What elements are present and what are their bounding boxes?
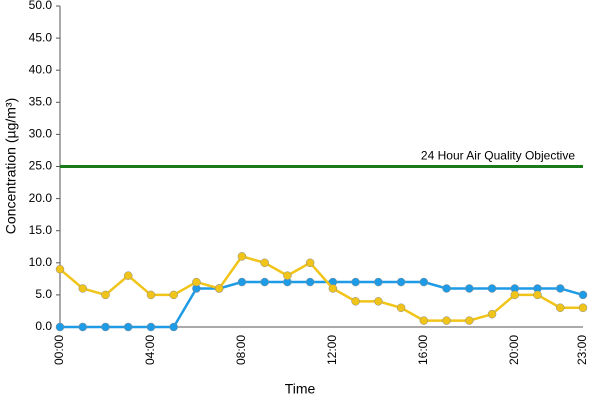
data-point (169, 290, 178, 300)
data-point (556, 284, 565, 293)
data-point (419, 316, 429, 325)
data-point (283, 271, 292, 280)
data-point (487, 284, 497, 293)
data-point (101, 290, 110, 300)
x-tick-label: 12:00 (325, 335, 339, 365)
data-point (578, 290, 588, 300)
x-tick-label: 16:00 (416, 335, 430, 365)
data-point (123, 322, 133, 332)
data-point (78, 322, 87, 332)
data-point (487, 309, 497, 319)
data-point (305, 258, 315, 268)
x-axis-label: Time (285, 381, 316, 397)
data-point (260, 258, 269, 268)
data-point (510, 290, 520, 300)
y-tick-label: 25.0 (29, 159, 53, 173)
reference-label: 24 Hour Air Quality Objective (421, 149, 575, 163)
data-point (305, 277, 315, 287)
data-point (396, 277, 406, 287)
y-tick-label: 40.0 (29, 62, 53, 76)
data-point (55, 322, 65, 332)
data-point (237, 277, 247, 287)
data-point (146, 322, 156, 332)
y-tick-label: 50.0 (29, 0, 53, 12)
data-point (237, 252, 247, 261)
y-axis-label: Concentration (µg/m³) (3, 98, 19, 234)
data-point (533, 290, 542, 300)
data-point (101, 322, 110, 332)
data-point (465, 316, 474, 325)
y-tick-label: 5.0 (35, 287, 52, 301)
series-line (59, 254, 583, 322)
data-point (465, 284, 474, 293)
x-tick-label: 20:00 (507, 335, 521, 365)
data-point (419, 277, 429, 287)
data-point (214, 284, 224, 293)
data-point (374, 297, 383, 306)
data-point (374, 277, 383, 287)
data-point (442, 284, 451, 293)
data-point (169, 322, 178, 332)
y-tick-label: 20.0 (29, 191, 53, 205)
y-tick-label: 45.0 (29, 30, 53, 44)
x-tick-label: 08:00 (234, 335, 248, 365)
data-point (192, 277, 201, 287)
y-tick-label: 35.0 (29, 94, 53, 108)
y-tick-label: 0.0 (35, 319, 52, 333)
data-point (78, 284, 87, 293)
data-point (328, 284, 338, 293)
data-point (396, 303, 406, 312)
x-tick-label: 23:00 (575, 335, 589, 365)
x-tick-label: 00:00 (52, 335, 66, 365)
data-point (146, 290, 156, 300)
data-point (351, 297, 360, 306)
data-point (442, 316, 451, 325)
y-tick-label: 15.0 (29, 223, 53, 237)
data-point (260, 277, 269, 287)
data-point (578, 303, 588, 312)
y-tick-label: 10.0 (29, 255, 53, 269)
data-point (123, 271, 133, 280)
data-point (55, 264, 65, 274)
y-tick-label: 30.0 (29, 127, 53, 141)
x-tick-label: 04:00 (143, 335, 157, 365)
data-point (556, 303, 565, 312)
data-point (351, 277, 360, 287)
